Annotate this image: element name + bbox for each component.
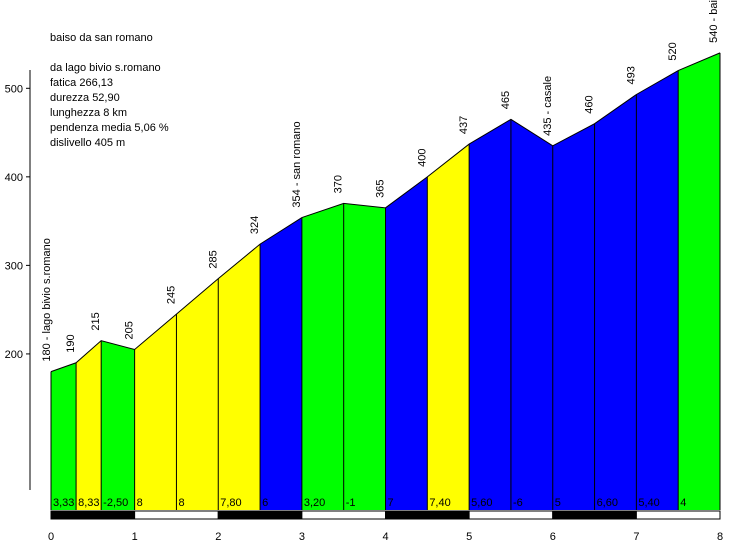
info-line: lunghezza 8 km: [50, 107, 127, 119]
segment-area: [510, 119, 553, 510]
x-tick-label: 2: [215, 531, 221, 543]
km-scale-cell: [468, 510, 554, 520]
segment-area: [260, 217, 302, 510]
point-label: 354 - san romano: [291, 121, 303, 207]
info-line: dislivello 405 m: [50, 137, 125, 149]
info-line: fatica 266,13: [50, 77, 113, 89]
slope-label: -6: [513, 497, 523, 509]
km-scale-cell: [217, 510, 303, 520]
slope-label: 6: [262, 497, 268, 509]
km-scale-cell: [385, 510, 470, 520]
point-label: 190: [65, 334, 77, 352]
segment-area: [101, 340, 135, 510]
segment-area: [301, 203, 344, 511]
point-label: 365: [375, 179, 387, 197]
x-tick-label: 1: [132, 531, 138, 543]
x-tick-label: 5: [466, 531, 472, 543]
segment-area: [218, 244, 261, 510]
x-tick-label: 0: [48, 531, 54, 543]
segment-area: [385, 176, 428, 510]
profile-line: [50, 52, 721, 373]
point-label: 437: [458, 116, 470, 134]
y-tick-label: 200: [5, 349, 23, 361]
x-tick-label: 8: [717, 531, 723, 543]
point-label: 370: [333, 175, 345, 193]
slope-label: 5,60: [471, 497, 492, 509]
segment-dividers: [50, 52, 721, 510]
point-label: 285: [207, 250, 219, 268]
point-label: 245: [165, 286, 177, 304]
x-tick-label: 7: [633, 531, 639, 543]
slope-label: 7: [388, 497, 394, 509]
segment-area: [636, 70, 679, 510]
km-scale-bar: 0 1 2 3 4 5 6 7 8: [48, 510, 723, 543]
x-tick-label: 6: [550, 531, 556, 543]
km-scale-cell: [552, 510, 637, 520]
km-scale-cell: [635, 510, 721, 520]
y-tick-label: 300: [5, 260, 23, 272]
point-label: 493: [625, 66, 637, 84]
point-label: 540 - baiso: [708, 0, 720, 43]
point-label: 435 - casale: [542, 76, 554, 136]
info-line: da lago bivio s.romano: [50, 62, 161, 74]
segment-area: [176, 278, 219, 510]
segment-area: [427, 144, 470, 510]
point-labels: 180 - lago bivio s.romano 190 215 205 245 285…: [41, 0, 720, 362]
slope-labels: 3,33 8,33 -2,50 8 8 7,80 6 3,20 -1 7 7,40 5,60 -6 5 6,…: [53, 497, 686, 509]
segment-area: [134, 314, 177, 510]
slope-label: 5,40: [638, 497, 659, 509]
x-tick-label: 4: [382, 531, 388, 543]
segment-area: [51, 362, 77, 510]
slope-label: 7,40: [429, 497, 450, 509]
slope-label: 8: [178, 497, 184, 509]
point-label: 400: [416, 148, 428, 166]
y-tick-label: 500: [5, 83, 23, 95]
x-tick-label: 3: [299, 531, 305, 543]
point-label: 520: [667, 42, 679, 60]
segment-areas: [50, 52, 721, 511]
info-line: pendenza media 5,06 %: [50, 122, 169, 134]
segment-area: [76, 340, 102, 510]
slope-label: 8: [137, 497, 143, 509]
slope-label: 3,20: [304, 497, 325, 509]
route-info-block: baiso da san romano da lago bivio s.roma…: [50, 32, 169, 149]
segment-area: [594, 94, 637, 510]
axes: 200 300 400 500: [5, 70, 31, 490]
slope-label: 6,60: [597, 497, 618, 509]
slope-label: -1: [346, 497, 356, 509]
segment-area: [678, 52, 720, 510]
km-scale-cell: [301, 510, 386, 520]
slope-label: 5: [555, 497, 561, 509]
info-line: durezza 52,90: [50, 92, 120, 104]
point-label: 460: [584, 95, 596, 113]
point-label: 205: [124, 321, 136, 339]
route-title: baiso da san romano: [50, 32, 153, 44]
slope-label: -2,50: [103, 497, 128, 509]
segment-area: [343, 203, 386, 511]
point-label: 324: [249, 216, 261, 234]
slope-label: 7,80: [220, 497, 241, 509]
point-label: 465: [500, 91, 512, 109]
point-label: 180 - lago bivio s.romano: [41, 238, 53, 362]
point-label: 215: [90, 312, 102, 330]
slope-label: 3,33: [53, 497, 74, 509]
km-scale-cell: [50, 510, 136, 520]
segment-area: [552, 123, 595, 510]
km-scale-cell: [134, 510, 219, 520]
segment-area: [469, 119, 511, 510]
slope-label: 8,33: [78, 497, 99, 509]
slope-label: 4: [680, 497, 686, 509]
y-tick-label: 400: [5, 172, 23, 184]
